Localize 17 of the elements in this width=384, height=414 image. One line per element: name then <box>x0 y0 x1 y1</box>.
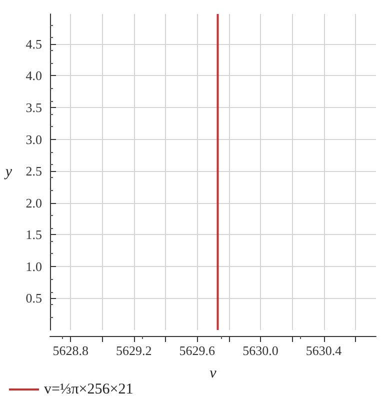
y-tick-label: 1.0 <box>26 258 42 274</box>
y-tick-label: 3.0 <box>26 132 42 147</box>
x-tick-label: 5630.4 <box>306 343 342 358</box>
x-tick-label: 5629.6 <box>179 343 216 358</box>
y-tick-label: 2.0 <box>26 195 42 210</box>
x-axis-title: v <box>210 366 217 382</box>
x-tick-label: 5628.8 <box>52 343 88 358</box>
y-tick-label: 1.5 <box>26 227 42 242</box>
x-tick-label: 5629.2 <box>116 343 152 358</box>
legend-label: v=⅓π×256×21 <box>44 382 134 398</box>
y-axis-title: y <box>3 164 12 180</box>
y-tick-label: 4.5 <box>26 36 42 52</box>
x-tick-label: 5630.0 <box>242 343 278 358</box>
y-tick-label: 2.5 <box>26 164 42 179</box>
y-tick-label: 0.5 <box>26 290 42 306</box>
y-tick-label: 3.5 <box>26 100 42 115</box>
y-tick-label: 4.0 <box>26 68 42 84</box>
